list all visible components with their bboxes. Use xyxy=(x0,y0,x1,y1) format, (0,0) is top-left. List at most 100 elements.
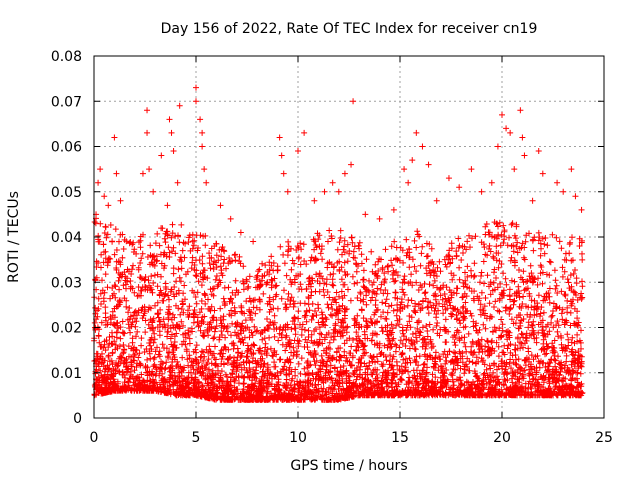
data-point xyxy=(503,125,510,132)
y-axis-label: ROTI / TECUs xyxy=(6,191,22,283)
data-point xyxy=(350,98,357,105)
data-point xyxy=(445,175,452,182)
data-point xyxy=(168,129,175,136)
data-point xyxy=(572,193,579,200)
data-point xyxy=(193,84,199,91)
data-point xyxy=(390,206,397,213)
data-point xyxy=(419,143,426,150)
data-point xyxy=(203,179,210,186)
y-tick-label: 0.05 xyxy=(51,185,82,201)
data-point xyxy=(335,188,342,195)
data-point xyxy=(301,129,308,136)
data-point xyxy=(554,179,561,186)
data-point xyxy=(284,188,291,195)
y-tick-label: 0.03 xyxy=(51,275,82,291)
dense-point-cloud xyxy=(91,215,586,403)
data-point xyxy=(111,134,118,141)
data-point xyxy=(166,116,173,123)
data-point xyxy=(170,148,177,155)
data-point xyxy=(276,134,283,141)
data-point xyxy=(199,129,206,136)
data-point xyxy=(499,111,505,118)
data-point xyxy=(144,107,151,114)
data-point xyxy=(176,102,183,109)
data-point xyxy=(280,170,287,177)
data-point xyxy=(101,193,108,200)
data-point xyxy=(95,179,102,186)
data-point xyxy=(401,166,408,173)
data-point xyxy=(139,170,146,177)
data-point xyxy=(105,202,112,209)
x-tick-label: 0 xyxy=(90,430,99,446)
data-point xyxy=(158,152,165,159)
data-point xyxy=(362,211,369,218)
data-point xyxy=(117,197,124,204)
data-point xyxy=(295,148,301,155)
data-point xyxy=(488,179,495,186)
y-tick-label: 0 xyxy=(73,411,82,427)
data-point xyxy=(578,360,585,367)
data-point xyxy=(201,166,208,173)
data-point xyxy=(468,166,475,173)
data-point xyxy=(539,170,546,177)
data-point xyxy=(150,188,157,195)
data-point xyxy=(164,202,171,209)
data-point xyxy=(519,134,526,141)
y-tick-label: 0.07 xyxy=(51,94,82,110)
data-point xyxy=(146,166,153,173)
data-point xyxy=(568,166,575,173)
chart-title: Day 156 of 2022, Rate Of TEC Index for r… xyxy=(161,21,538,37)
y-tick-label: 0.08 xyxy=(51,49,82,65)
data-point xyxy=(329,179,336,186)
data-point xyxy=(521,152,528,159)
data-point xyxy=(97,166,104,173)
x-tick-label: 5 xyxy=(192,430,201,446)
y-tick-label: 0.04 xyxy=(51,230,82,246)
data-point xyxy=(227,215,234,222)
data-point xyxy=(413,129,420,136)
x-tick-label: 25 xyxy=(595,430,613,446)
y-tick-labels: 0 0.01 0.02 0.03 0.04 0.05 0.06 0.07 0.08 xyxy=(51,49,82,427)
data-point xyxy=(197,116,204,123)
data-point xyxy=(456,184,463,191)
axis-ticks xyxy=(93,55,605,419)
data-point xyxy=(113,170,120,177)
data-point xyxy=(237,229,244,236)
data-points xyxy=(91,84,586,403)
data-point xyxy=(425,161,432,168)
data-point xyxy=(264,279,271,286)
data-point xyxy=(560,188,567,195)
data-point xyxy=(341,170,348,177)
x-tick-labels: 0 5 10 15 20 25 xyxy=(90,430,613,446)
x-tick-label: 20 xyxy=(493,430,511,446)
data-point xyxy=(250,238,257,245)
data-point xyxy=(311,197,318,204)
data-point xyxy=(478,188,485,195)
data-point xyxy=(199,143,206,150)
y-tick-label: 0.01 xyxy=(51,366,82,382)
x-axis-label: GPS time / hours xyxy=(290,458,407,474)
data-point xyxy=(507,129,514,136)
x-tick-label: 15 xyxy=(391,430,409,446)
data-point xyxy=(535,148,542,155)
data-point xyxy=(405,179,412,186)
data-point xyxy=(511,166,518,173)
data-point xyxy=(409,157,416,164)
data-point xyxy=(576,243,583,250)
data-point xyxy=(376,215,383,222)
data-point xyxy=(217,202,224,209)
data-point xyxy=(348,161,355,168)
data-point xyxy=(529,197,536,204)
data-point xyxy=(193,98,199,105)
data-point xyxy=(517,107,524,114)
data-point xyxy=(144,129,151,136)
y-tick-label: 0.06 xyxy=(51,140,82,156)
data-point xyxy=(174,179,181,186)
data-point xyxy=(321,188,328,195)
data-point xyxy=(278,152,285,159)
data-point xyxy=(433,197,440,204)
x-tick-label: 10 xyxy=(289,430,307,446)
data-point xyxy=(494,143,501,150)
data-point xyxy=(578,206,585,213)
